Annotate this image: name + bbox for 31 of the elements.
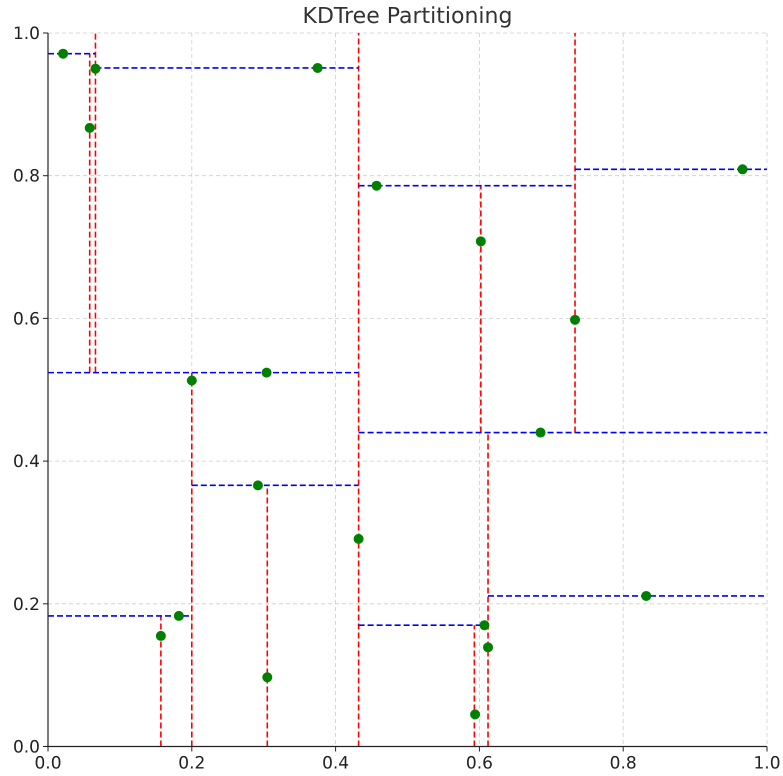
point — [470, 709, 480, 720]
point — [372, 180, 382, 191]
point — [186, 375, 197, 386]
point — [641, 590, 652, 601]
point — [90, 64, 100, 74]
y-tick-label: 0.8 — [12, 166, 40, 187]
point — [58, 48, 68, 59]
x-tick-label: 1.0 — [753, 754, 781, 774]
x-tick-label: 0.2 — [178, 754, 206, 774]
chart-title: KDTree Partitioning — [302, 4, 512, 29]
x-tick-label: 0.8 — [610, 754, 637, 774]
x-tick-label: 0.4 — [322, 754, 350, 774]
x-tick-label: 0.6 — [466, 754, 493, 774]
point — [262, 672, 272, 682]
point — [570, 314, 580, 325]
y-tick-label: 0.4 — [12, 452, 40, 472]
point — [262, 368, 272, 378]
point — [536, 428, 546, 438]
point — [479, 620, 490, 630]
point — [476, 236, 486, 246]
point — [84, 122, 95, 133]
point — [483, 642, 494, 652]
y-tick-label: 1.0 — [12, 24, 40, 44]
point — [174, 610, 184, 621]
point — [252, 480, 263, 490]
y-tick-label: 0.2 — [12, 594, 40, 615]
point — [312, 62, 323, 73]
point — [156, 630, 166, 641]
point — [738, 164, 748, 174]
point — [354, 534, 364, 544]
y-tick-label: 0.6 — [12, 309, 40, 330]
